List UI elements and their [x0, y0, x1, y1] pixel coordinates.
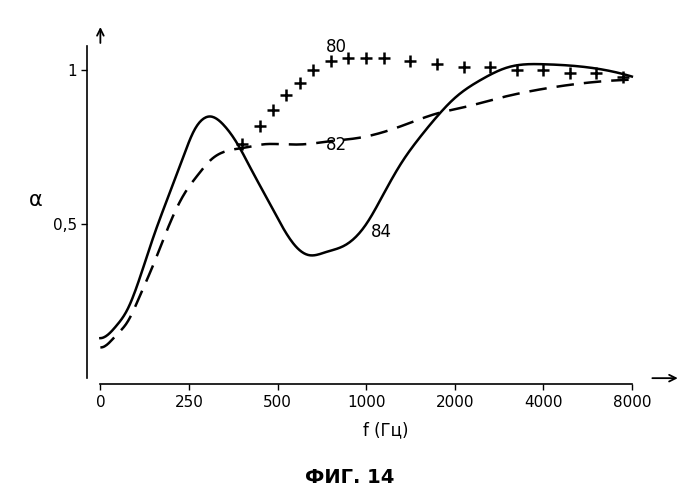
Text: 84: 84 [370, 223, 391, 241]
Y-axis label: α: α [29, 190, 43, 210]
Text: 80: 80 [326, 38, 347, 56]
Text: 82: 82 [326, 137, 347, 154]
Text: ФИГ. 14: ФИГ. 14 [305, 468, 395, 487]
X-axis label: f (Гц): f (Гц) [363, 421, 409, 439]
